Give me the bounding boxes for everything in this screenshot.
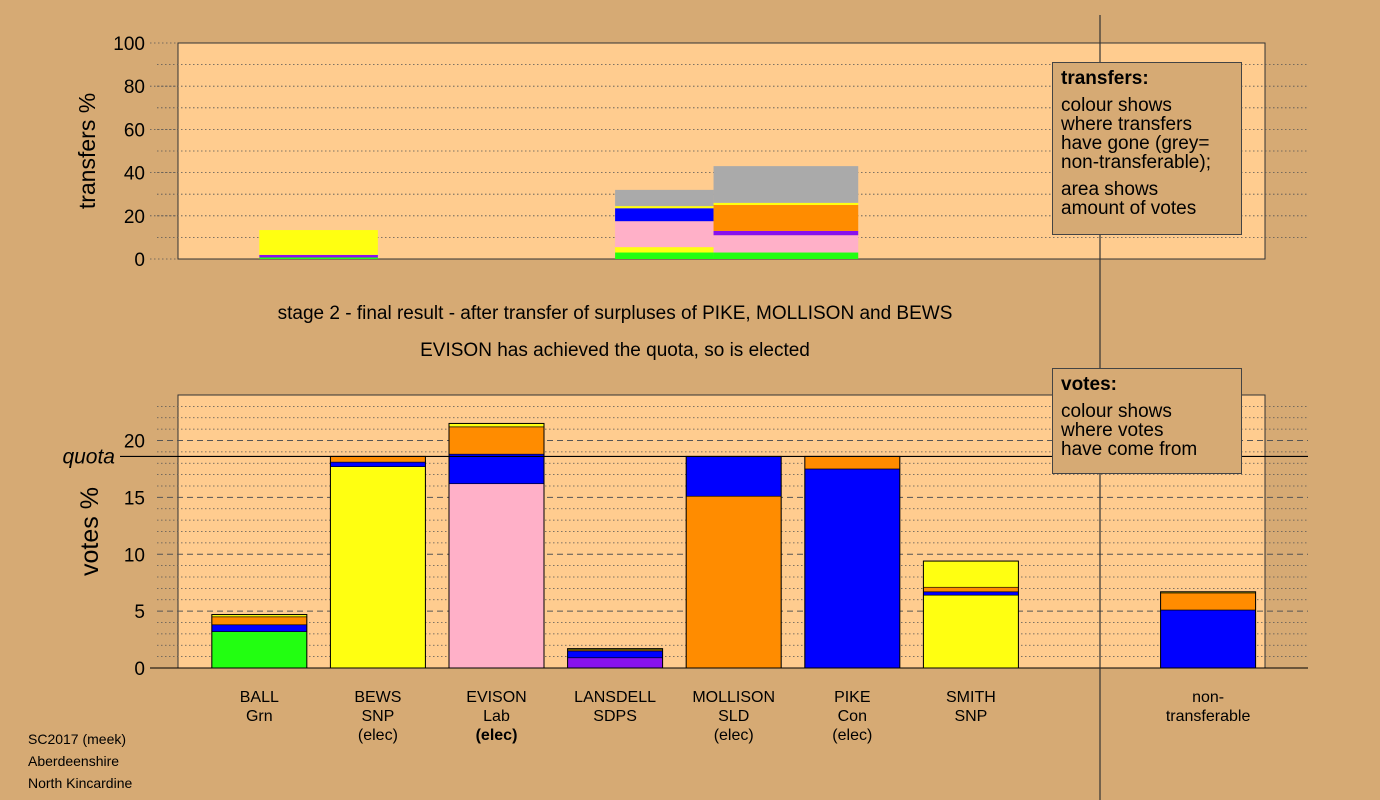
transfer-segment-mollison-grn: [615, 252, 714, 259]
candidate-party-label: transferable: [1166, 708, 1251, 725]
transfer-segment-pike-grn: [713, 252, 859, 259]
vote-segment-evison-snp: [448, 423, 545, 428]
vote-segment-mollison-con: [685, 456, 782, 497]
candidate-status-label: (elec): [476, 727, 518, 744]
candidate-name-label: PIKE: [834, 689, 870, 706]
transfer-segment-bews-snp: [259, 230, 378, 255]
transfers-legend-line: area shows: [1061, 179, 1159, 200]
vote-segment-smith-snp: [923, 594, 1019, 669]
footer-council: Aberdeenshire: [28, 753, 120, 769]
footer-ward: North Kincardine: [28, 775, 133, 791]
votes-legend: votes: colour shows where votes have com…: [1052, 368, 1242, 474]
transfer-segment-pike-nontransferable: [713, 166, 859, 203]
transfer-segment-pike-sdps: [713, 230, 859, 236]
vote-segment-evison-lab: [448, 483, 545, 669]
candidate-name-label: EVISON: [466, 689, 526, 706]
vote-segment-evison-con: [448, 453, 545, 485]
votes-legend-line: colour shows: [1061, 401, 1172, 422]
transfers-y-axis-label: transfers %: [74, 93, 100, 209]
candidate-party-label: SNP: [361, 708, 394, 725]
vote-bar-outline: [922, 560, 1019, 669]
candidate-name-label: non-: [1192, 689, 1224, 706]
transfers-y-tick-label: 100: [113, 34, 145, 55]
vote-segment-non-con: [1160, 609, 1256, 669]
vote-segment-ball-grn: [211, 631, 308, 669]
candidate-name-label: LANSDELL: [574, 689, 656, 706]
vote-segment-mollison-sld: [685, 495, 782, 669]
candidate-party-label: Lab: [483, 708, 510, 725]
vote-segment-bews-snp: [330, 466, 426, 669]
transfer-segment-pike-sld: [713, 205, 859, 231]
vote-bar-outline: [1160, 591, 1257, 669]
vote-bar-outline: [567, 648, 664, 669]
vote-segment-smith-con: [923, 591, 1019, 596]
footer-election: SC2017 (meek): [28, 731, 127, 747]
vote-segment-bews-sld: [330, 456, 426, 463]
transfers-y-tick-label: 0: [134, 250, 145, 271]
transfers-y-tick-label: 60: [124, 120, 145, 141]
transfer-segment-mollison-lab: [615, 221, 714, 248]
transfer-segment-bews-grn: [259, 257, 378, 259]
candidate-name-label: MOLLISON: [692, 689, 775, 706]
transfer-segment-pike-lab: [713, 235, 859, 253]
vote-bar-outline: [211, 614, 308, 669]
transfers-legend-line: non-transferable);: [1061, 152, 1211, 173]
footer: SC2017 (meek) Aberdeenshire North Kincar…: [28, 728, 132, 794]
vote-segment-lansdell-sdps: [567, 657, 663, 669]
transfer-segment-mollison-snp: [615, 206, 714, 209]
candidate-name-label: BEWS: [354, 689, 401, 706]
quota-label: quota: [62, 445, 115, 468]
vote-segment-bews-con: [330, 461, 426, 467]
candidate-party-label: Con: [838, 708, 867, 725]
candidate-status-label: (elec): [358, 727, 398, 744]
candidate-party-label: SNP: [954, 708, 987, 725]
candidate-status-label: (elec): [832, 727, 872, 744]
transfer-segment-mollison-snp: [615, 247, 714, 253]
transfers-legend-line: amount of votes: [1061, 198, 1197, 219]
transfers-y-tick-label: 80: [124, 77, 145, 98]
votes-y-tick-label: 10: [124, 545, 145, 566]
transfer-segment-pike-snp: [713, 202, 859, 205]
candidate-status-label: (elec): [714, 727, 754, 744]
candidate-party-label: SDPS: [593, 708, 637, 725]
votes-y-tick-label: 20: [124, 432, 145, 453]
votes-legend-line: have come from: [1061, 439, 1198, 460]
vote-segment-ball-con: [211, 624, 308, 632]
transfers-y-tick-label: 40: [124, 164, 145, 185]
votes-y-tick-label: 0: [134, 659, 145, 680]
votes-y-axis-label: votes %: [76, 487, 104, 576]
candidate-party-label: SLD: [718, 708, 749, 725]
transfer-segment-mollison-con: [615, 208, 714, 222]
votes-legend-line: where votes: [1061, 420, 1164, 441]
vote-segment-ball-sld: [211, 616, 308, 626]
stage-result: EVISON has achieved the quota, so is ele…: [420, 340, 810, 361]
transfers-legend-line: colour shows: [1061, 95, 1172, 116]
candidate-name-label: BALL: [240, 689, 279, 706]
transfers-y-tick-label: 20: [124, 207, 145, 228]
votes-panel: 0 5 10 15 20 votes % BALL Grn BEWS SNP (elec) EVISO…: [62, 394, 1308, 744]
vote-segment-evison-sld: [448, 426, 545, 455]
transfers-legend-line: have gone (grey=: [1061, 133, 1210, 154]
vote-segment-smith-snp: [923, 560, 1019, 588]
vote-bar-outline: [448, 422, 545, 669]
candidate-name-label: SMITH: [946, 689, 996, 706]
transfer-segment-bews-sdps: [259, 254, 378, 258]
votes-y-tick-label: 5: [134, 602, 145, 623]
vote-segment-lansdell-con: [567, 650, 663, 659]
transfers-legend-title: transfers:: [1061, 68, 1149, 89]
vote-segment-pike-con: [804, 468, 901, 669]
vote-segment-smith-sld: [923, 586, 1019, 593]
transfer-segment-mollison-nontransferable: [615, 189, 714, 207]
stage-description: stage 2 - final result - after transfer …: [277, 303, 953, 324]
transfers-legend: transfers: colour shows where transfers …: [1052, 62, 1242, 235]
candidate-party-label: Grn: [246, 708, 273, 725]
votes-legend-title: votes:: [1061, 374, 1117, 395]
votes-y-tick-label: 15: [124, 488, 145, 509]
transfers-legend-line: where transfers: [1061, 114, 1192, 135]
vote-segment-non-sld: [1160, 592, 1256, 611]
vote-segment-pike-sld: [804, 456, 901, 470]
